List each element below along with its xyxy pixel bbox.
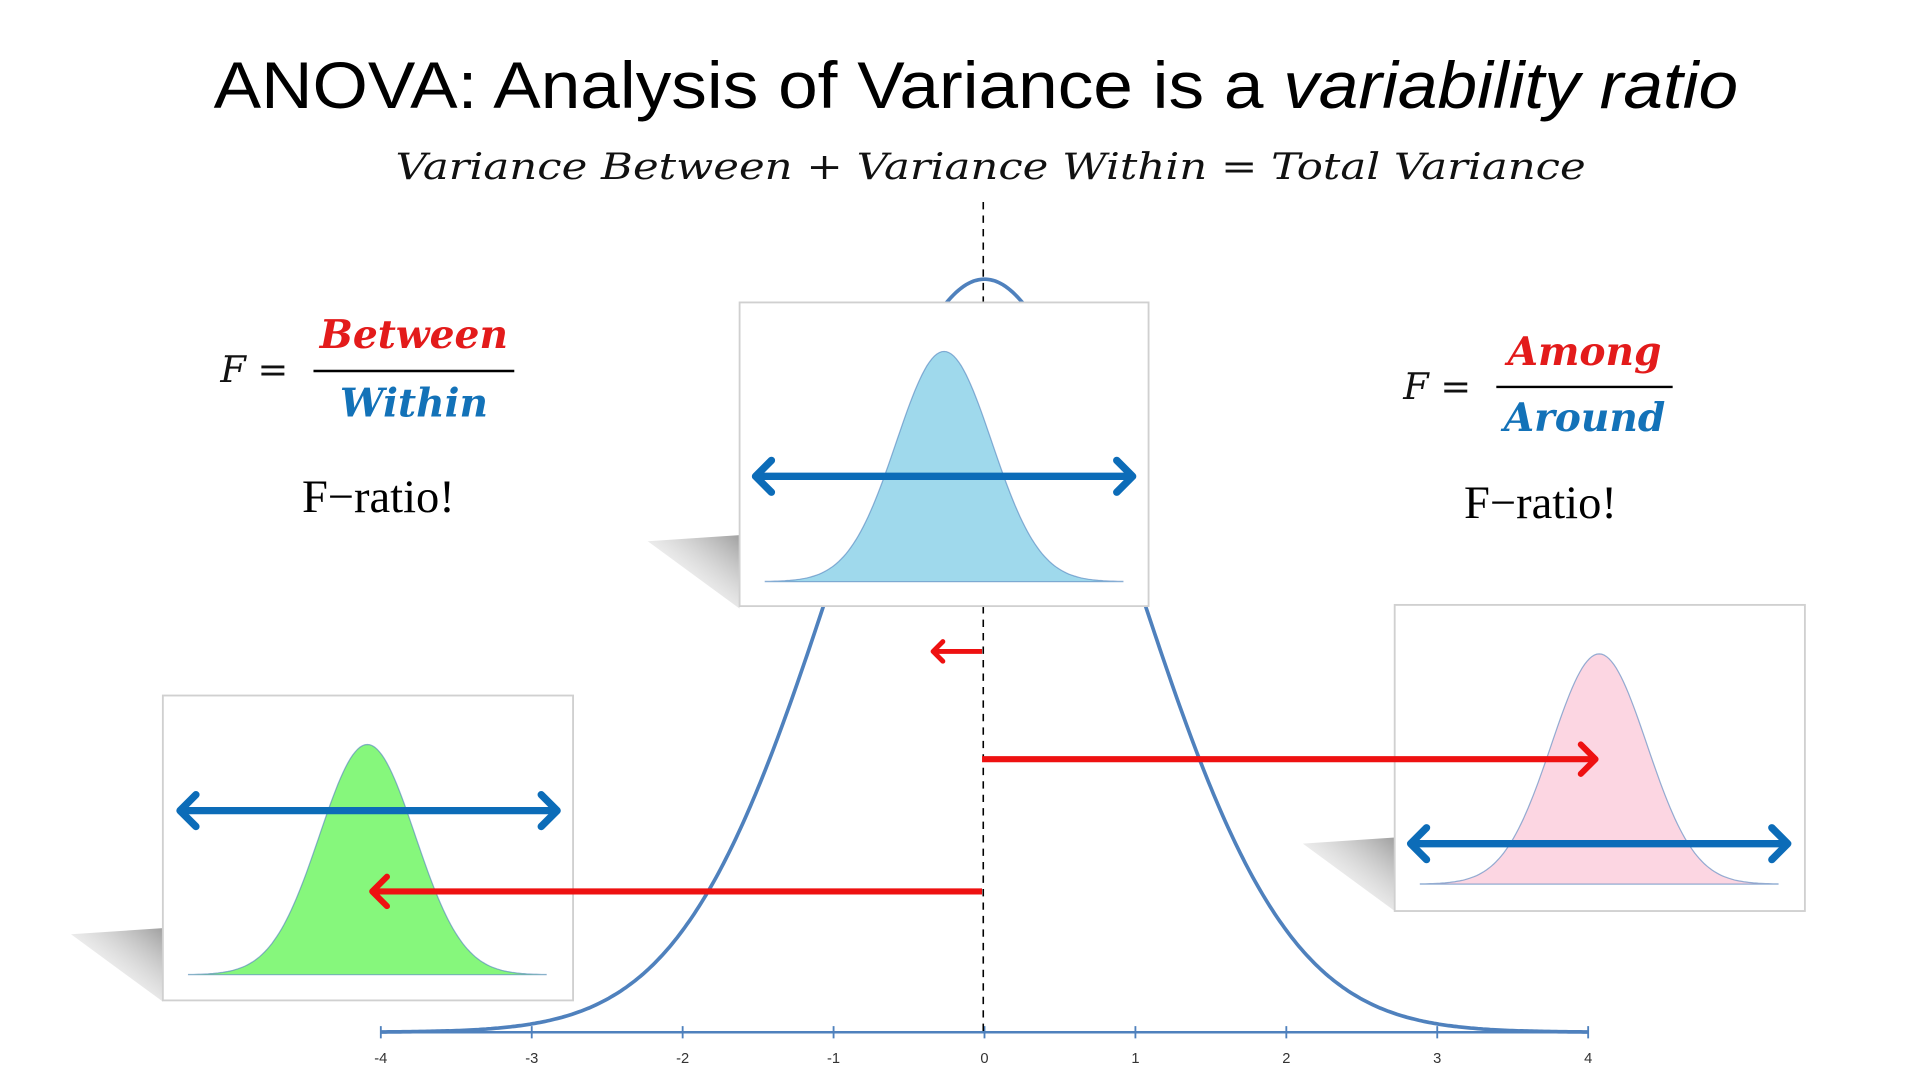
axis-tick-label: 1 <box>1131 1051 1139 1067</box>
axis-tick-label: 2 <box>1282 1051 1290 1067</box>
center-group-panel <box>647 301 1150 609</box>
center-group-distribution <box>764 350 1124 583</box>
left-f-ratio-caption: F−ratio! <box>302 472 455 523</box>
right-formula-numerator: Among <box>1504 329 1662 375</box>
title-emphasis: variability ratio <box>1283 49 1738 123</box>
right-formula-denominator: Around <box>1500 395 1666 441</box>
axis-tick-label: -4 <box>374 1051 387 1067</box>
left-spread-arrow <box>176 791 561 831</box>
right-spread-arrow <box>1406 824 1792 864</box>
right-formula: F = Among Around F−ratio! <box>1402 329 1673 529</box>
left-formula-numerator: Between <box>319 312 508 358</box>
axis-tick-label: 4 <box>1584 1051 1592 1067</box>
panel-shadow <box>1302 837 1395 912</box>
left-mean-offset-arrow <box>369 873 983 910</box>
left-group-panel <box>71 694 574 1002</box>
axis-tick-label: 0 <box>980 1051 988 1067</box>
panel-shadow <box>71 928 163 1002</box>
title-main: ANOVA: Analysis of Variance is a <box>214 49 1284 123</box>
left-formula-lhs: F = <box>219 348 288 391</box>
panel-shadow <box>647 535 740 609</box>
axis-tick-label: 3 <box>1433 1051 1441 1067</box>
left-formula-denominator: Within <box>340 380 488 426</box>
right-mean-offset-arrow <box>982 741 1599 777</box>
center-spread-arrow <box>751 456 1137 496</box>
axis-tick-label: -2 <box>676 1051 689 1067</box>
left-formula: F = Between Within F−ratio! <box>219 312 515 523</box>
right-f-ratio-caption: F−ratio! <box>1464 478 1617 529</box>
variance-equation: Variance Between + Variance Within = Tot… <box>396 145 1586 188</box>
right-formula-lhs: F = <box>1402 365 1471 408</box>
total-distribution-curve <box>380 277 1589 1034</box>
right-group-distribution <box>1419 653 1779 885</box>
axis-tick-label: -1 <box>827 1051 840 1067</box>
left-group-distribution <box>187 743 547 976</box>
x-axis: -4 -3 -2 -1 0 1 2 3 4 <box>374 1026 1592 1067</box>
center-mean-offset-arrow <box>930 639 983 664</box>
axis-tick-label: -3 <box>525 1051 538 1067</box>
slide-title: ANOVA: Analysis of Variance is a variabi… <box>214 49 1738 123</box>
